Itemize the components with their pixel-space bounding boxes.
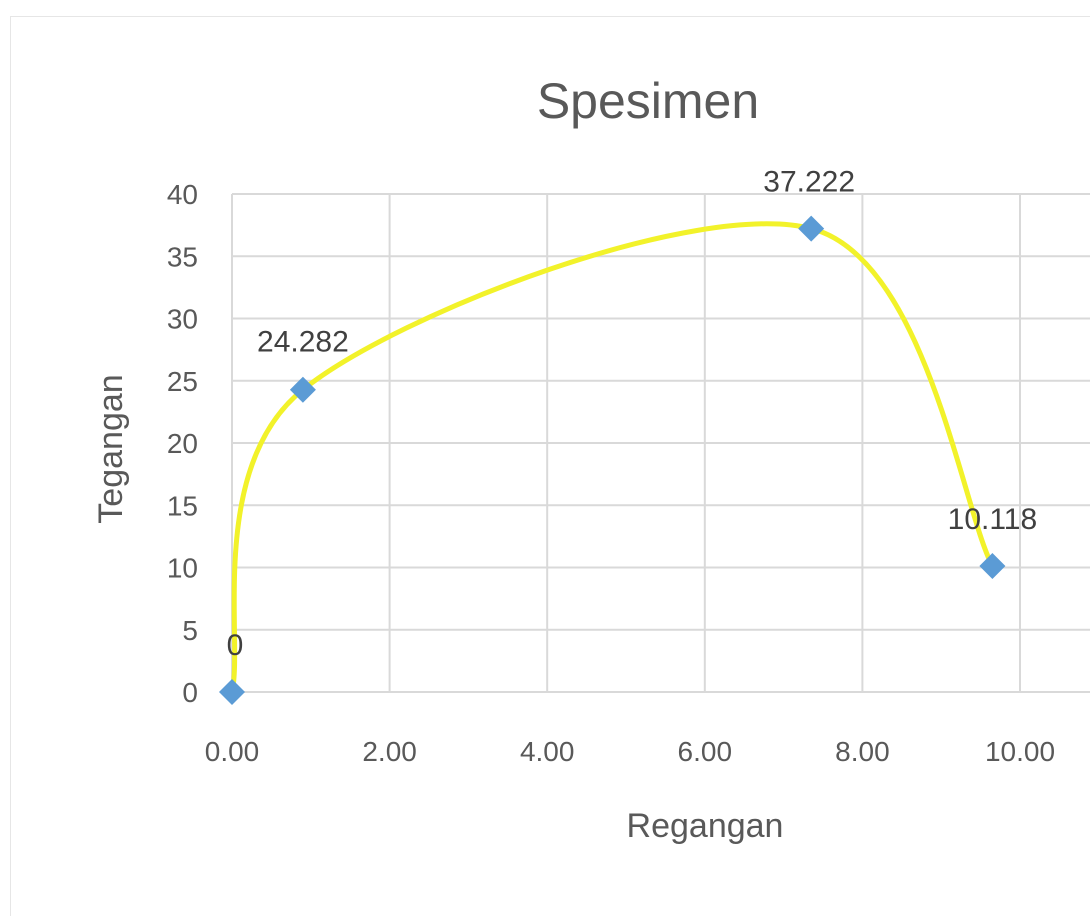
data-label: 0 <box>227 629 244 662</box>
y-tick-label: 25 <box>167 366 198 397</box>
chart-frame <box>10 16 1090 916</box>
series-line <box>229 221 995 693</box>
x-tick-labels: 0.00 2.00 4.00 6.00 8.00 10.00 <box>205 736 1055 767</box>
y-tick-label: 10 <box>167 553 198 584</box>
data-labels: 0 24.282 37.222 10.118 <box>227 166 1038 662</box>
y-tick-label: 40 <box>167 179 198 210</box>
data-point-marker <box>798 215 825 242</box>
data-label: 37.222 <box>763 166 855 199</box>
y-tick-label: 30 <box>167 304 198 335</box>
data-markers <box>219 215 1006 705</box>
data-label: 24.282 <box>257 326 349 359</box>
y-tick-label: 15 <box>167 490 198 521</box>
x-tick-label: 4.00 <box>520 736 575 767</box>
y-axis-label: Tegangan <box>92 374 130 523</box>
y-tick-label: 5 <box>182 615 198 646</box>
x-tick-label: 0.00 <box>205 736 260 767</box>
chart-title: Spesimen <box>537 73 759 129</box>
x-tick-label: 10.00 <box>985 736 1055 767</box>
x-tick-label: 6.00 <box>678 736 733 767</box>
y-tick-label: 0 <box>182 677 198 708</box>
y-tick-label: 35 <box>167 241 198 272</box>
x-tick-label: 2.00 <box>362 736 417 767</box>
y-tick-labels: 0 5 10 15 20 25 30 35 40 <box>167 179 198 708</box>
data-label: 10.118 <box>948 503 1038 536</box>
y-gridlines <box>232 193 1090 693</box>
y-tick-label: 20 <box>167 428 198 459</box>
x-axis-label: Regangan <box>627 807 784 845</box>
x-tick-label: 8.00 <box>835 736 890 767</box>
data-point-marker <box>289 376 316 403</box>
data-point-marker <box>219 679 245 705</box>
data-point-marker <box>979 553 1006 580</box>
